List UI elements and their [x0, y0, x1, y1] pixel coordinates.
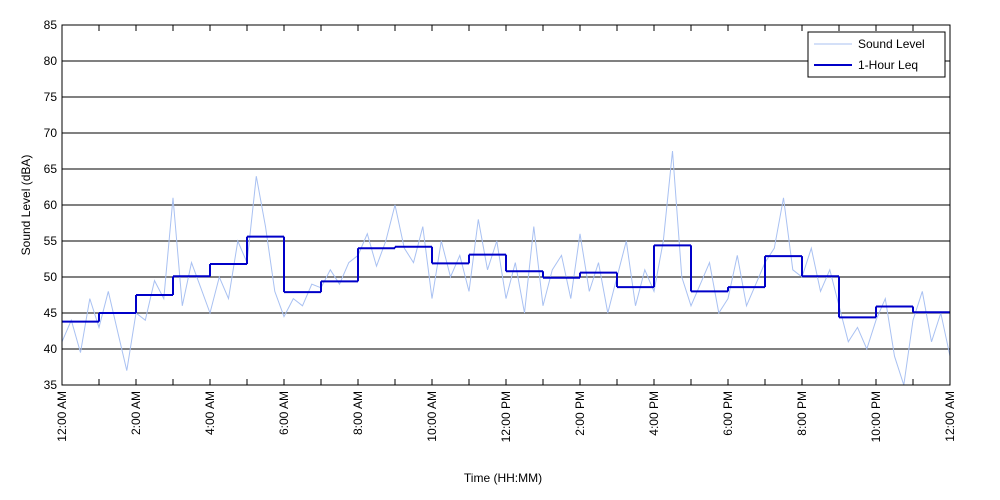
x-tick-label: 12:00 PM — [499, 391, 513, 442]
x-tick-label: 8:00 AM — [351, 391, 365, 435]
x-tick-label: 10:00 PM — [869, 391, 883, 442]
x-tick-label: 8:00 PM — [795, 391, 809, 436]
legend-label: 1-Hour Leq — [858, 58, 918, 72]
x-tick-label: 12:00 AM — [943, 391, 957, 442]
y-tick-label: 80 — [44, 54, 58, 68]
plot-frame — [61, 24, 951, 386]
x-tick-label: 4:00 PM — [647, 391, 661, 436]
x-axis-label: Time (HH:MM) — [464, 471, 542, 485]
x-tick-label: 12:00 AM — [55, 391, 69, 442]
y-tick-label: 65 — [44, 162, 58, 176]
y-axis-label: Sound Level (dBA) — [19, 155, 33, 256]
x-tick-label: 2:00 AM — [129, 391, 143, 435]
y-tick-label: 50 — [44, 270, 58, 284]
y-tick-label: 60 — [44, 198, 58, 212]
x-tick-label: 2:00 PM — [573, 391, 587, 436]
y-tick-label: 70 — [44, 126, 58, 140]
legend-label: Sound Level — [858, 37, 925, 51]
y-tick-label: 35 — [44, 378, 58, 392]
x-tick-label: 10:00 AM — [425, 391, 439, 442]
x-tick-label: 6:00 PM — [721, 391, 735, 436]
x-tick-label: 4:00 AM — [203, 391, 217, 435]
y-tick-label: 55 — [44, 234, 58, 248]
y-tick-label: 45 — [44, 306, 58, 320]
legend-box — [807, 31, 946, 78]
y-tick-label: 40 — [44, 342, 58, 356]
x-tick-label: 6:00 AM — [277, 391, 291, 435]
y-tick-label: 85 — [44, 18, 58, 32]
y-tick-label: 75 — [44, 90, 58, 104]
